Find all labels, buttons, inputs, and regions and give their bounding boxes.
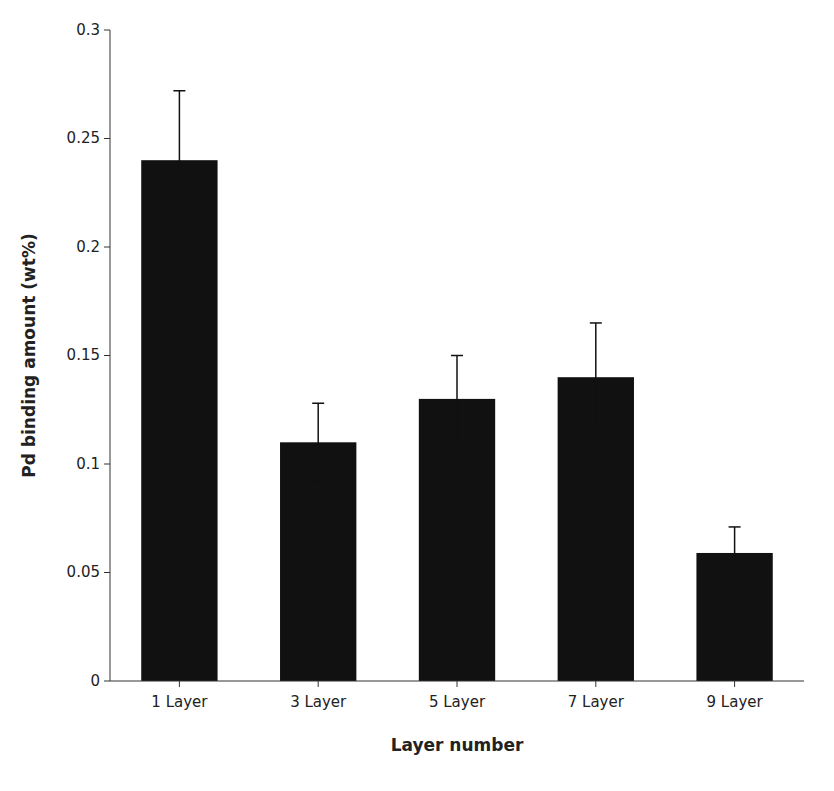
y-tick bbox=[104, 138, 110, 139]
x-tick-label: 9 Layer bbox=[707, 693, 764, 711]
y-axis: 0 0.05 0.1 0.15 0.2 0.25 0.3 bbox=[67, 21, 110, 690]
x-tick-label: 1 Layer bbox=[151, 693, 208, 711]
x-axis-title: Layer number bbox=[391, 735, 524, 755]
error-bar-line bbox=[179, 91, 181, 230]
x-axis: 1 Layer 3 Layer 5 Layer 7 Layer 9 Layer bbox=[151, 681, 763, 711]
plot-area bbox=[141, 91, 773, 681]
y-tick-label: 0.3 bbox=[76, 21, 100, 39]
y-axis-line bbox=[110, 30, 111, 681]
error-bar-line bbox=[451, 442, 463, 444]
error-bar-line bbox=[595, 323, 597, 432]
x-tick-label: 5 Layer bbox=[429, 693, 486, 711]
error-bar bbox=[173, 91, 185, 230]
x-tick-label: 3 Layer bbox=[290, 693, 347, 711]
x-tick bbox=[457, 681, 458, 687]
y-tick-label: 0.1 bbox=[76, 455, 100, 473]
y-tick bbox=[104, 247, 110, 248]
error-bar-line bbox=[312, 402, 324, 404]
y-tick bbox=[104, 464, 110, 465]
y-tick bbox=[104, 30, 110, 31]
error-bar-line bbox=[312, 481, 324, 483]
y-tick-label: 0.15 bbox=[67, 346, 100, 364]
y-tick-label: 0.2 bbox=[76, 238, 100, 256]
error-bar-line bbox=[734, 527, 736, 579]
error-bar-line bbox=[590, 322, 602, 324]
y-axis-title: Pd binding amount (wt%) bbox=[19, 233, 39, 477]
x-tick bbox=[179, 681, 180, 687]
error-bar-line bbox=[590, 431, 602, 433]
chart-container: 0 0.05 0.1 0.15 0.2 0.25 0.3 1 Layer 3 Layer 5 La… bbox=[0, 0, 834, 791]
y-tick bbox=[104, 681, 110, 682]
error-bar-line bbox=[451, 355, 463, 357]
chart-svg: 0 0.05 0.1 0.15 0.2 0.25 0.3 1 Layer 3 Layer 5 La… bbox=[0, 0, 834, 791]
y-tick bbox=[104, 355, 110, 356]
error-bar-line bbox=[173, 229, 185, 231]
error-bar-line bbox=[317, 403, 319, 481]
error-bar-line bbox=[729, 578, 741, 580]
error-bar bbox=[590, 323, 602, 432]
error-bar-line bbox=[729, 526, 741, 528]
y-tick-label: 0.25 bbox=[67, 129, 100, 147]
error-bar bbox=[312, 403, 324, 481]
y-tick-label: 0.05 bbox=[67, 563, 100, 581]
error-bar-line bbox=[456, 356, 458, 443]
error-bar bbox=[451, 356, 463, 443]
x-tick-label: 7 Layer bbox=[568, 693, 625, 711]
error-bar-line bbox=[173, 90, 185, 92]
x-tick bbox=[595, 681, 596, 687]
error-bar bbox=[729, 527, 741, 579]
x-tick bbox=[734, 681, 735, 687]
bar bbox=[141, 160, 217, 681]
y-tick-label: 0 bbox=[90, 672, 100, 690]
x-tick bbox=[318, 681, 319, 687]
y-tick bbox=[104, 572, 110, 573]
